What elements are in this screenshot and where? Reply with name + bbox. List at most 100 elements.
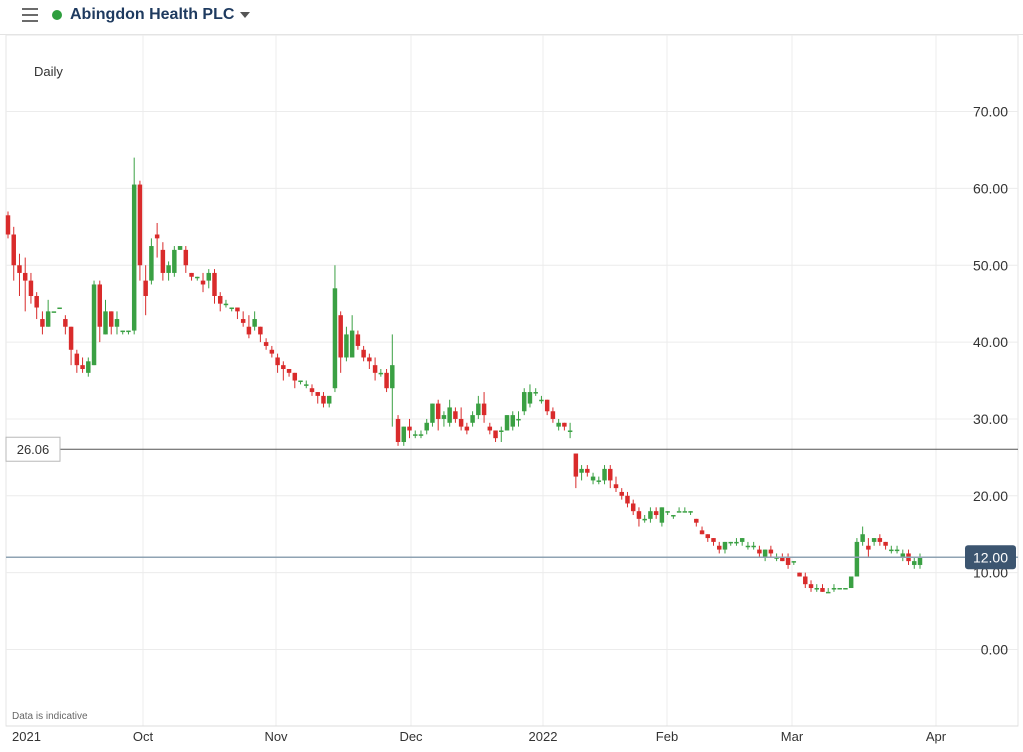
candle-body	[602, 468, 607, 481]
chevron-down-icon[interactable]	[240, 12, 250, 18]
candle-body	[825, 591, 831, 594]
candle-body	[711, 538, 716, 542]
candle	[803, 572, 808, 589]
candle-body	[694, 518, 699, 523]
candle	[762, 549, 768, 562]
plot-border	[5, 34, 1019, 727]
period-label[interactable]: Daily	[34, 64, 63, 79]
candle-body	[189, 272, 194, 277]
candle-body	[648, 511, 653, 519]
candle-body	[338, 315, 343, 358]
candle	[527, 384, 533, 408]
candle-body	[757, 549, 762, 554]
candle	[269, 345, 275, 358]
candle-body	[751, 545, 756, 548]
candle	[418, 430, 424, 439]
candle	[223, 299, 229, 308]
candle	[212, 269, 217, 304]
candle	[625, 491, 630, 508]
candle-body	[533, 392, 538, 394]
candle-body	[361, 349, 366, 358]
candle	[728, 541, 733, 546]
candle	[659, 507, 665, 527]
candle-body	[900, 553, 906, 558]
candle	[682, 507, 688, 513]
candle	[871, 538, 877, 546]
candle-body	[608, 468, 613, 481]
candle	[68, 326, 74, 366]
candle-body	[476, 403, 481, 416]
candle-body	[390, 365, 395, 389]
candle-body	[28, 280, 34, 296]
candle-body	[212, 272, 217, 296]
candle-body	[516, 418, 521, 421]
x-tick-label: Nov	[264, 729, 288, 744]
candle	[711, 538, 716, 546]
candle-body	[659, 507, 665, 523]
x-tick-label: Feb	[656, 729, 678, 744]
candle	[384, 368, 389, 393]
candle	[585, 465, 590, 477]
hamburger-menu-icon[interactable]	[22, 8, 38, 22]
candle	[533, 388, 538, 396]
candle-body	[378, 372, 384, 375]
candle-body	[22, 272, 28, 281]
candle-body	[699, 530, 705, 535]
candle	[464, 422, 470, 435]
candle-body	[45, 311, 51, 327]
instrument-title[interactable]: Abingdon Health PLC	[70, 6, 235, 23]
candle	[154, 222, 160, 258]
candle	[401, 426, 407, 446]
x-tick-label: Oct	[133, 729, 154, 744]
candle	[831, 584, 837, 592]
candle-body	[97, 284, 103, 327]
candle-body	[143, 280, 148, 296]
candle-body	[550, 411, 556, 419]
candle-body	[728, 541, 733, 544]
candle-body	[630, 503, 636, 512]
candle-body	[326, 395, 332, 404]
candle	[602, 465, 607, 485]
candle-body	[843, 588, 848, 590]
candle	[315, 392, 320, 404]
candle-body	[883, 541, 888, 546]
candle-body	[613, 484, 619, 489]
candle	[183, 246, 189, 273]
candle-body	[160, 249, 166, 273]
candle-body	[413, 434, 418, 436]
candle-body	[177, 246, 183, 250]
candle	[160, 242, 166, 281]
candle	[441, 411, 447, 427]
candle	[344, 326, 349, 362]
candle	[206, 269, 211, 289]
reference-label-box	[5, 436, 61, 462]
candle	[613, 476, 619, 492]
candle	[562, 422, 567, 431]
candle	[877, 534, 883, 546]
candle	[676, 507, 682, 513]
candle-body	[120, 330, 125, 333]
candle	[797, 572, 802, 577]
candle	[275, 353, 280, 373]
candle	[567, 422, 573, 439]
candle-body	[195, 276, 200, 279]
candle-body	[367, 357, 372, 362]
data-indicative-note: Data is indicative	[12, 711, 88, 722]
candle-body	[229, 307, 234, 310]
candle	[825, 588, 831, 594]
candle-body	[74, 353, 80, 366]
candle	[848, 576, 854, 589]
candle-body	[223, 303, 229, 306]
candle	[665, 511, 670, 516]
candle	[694, 518, 699, 527]
candle	[791, 561, 797, 565]
candle	[705, 534, 711, 542]
candle-body	[258, 326, 263, 335]
candle	[143, 265, 148, 316]
candle	[57, 307, 62, 310]
candle-body	[240, 319, 246, 323]
candle-body	[889, 549, 894, 552]
candle-body	[51, 311, 57, 313]
candle-body	[401, 426, 407, 443]
